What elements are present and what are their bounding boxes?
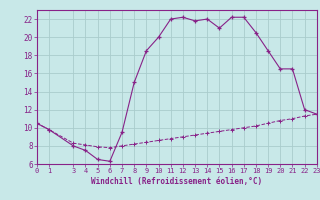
X-axis label: Windchill (Refroidissement éolien,°C): Windchill (Refroidissement éolien,°C) (91, 177, 262, 186)
